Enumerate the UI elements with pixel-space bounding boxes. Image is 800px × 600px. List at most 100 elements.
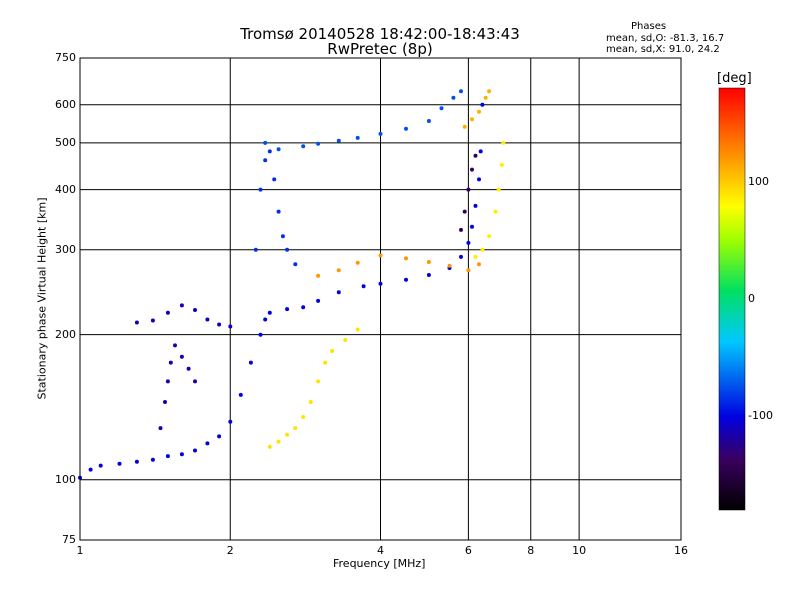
- colorbar: [718, 87, 746, 511]
- data-point: [88, 467, 93, 472]
- colorbar-tick-label: -100: [748, 409, 773, 423]
- data-point: [238, 392, 243, 397]
- data-point: [477, 177, 481, 182]
- data-point: [477, 109, 481, 114]
- data-point: [179, 452, 184, 457]
- chart-title: Tromsø 20140528 18:42:00-18:43:43: [240, 25, 520, 43]
- y-tick-label: 100: [55, 472, 76, 486]
- data-point: [343, 338, 348, 342]
- data-point: [355, 327, 360, 332]
- data-point: [487, 234, 492, 239]
- data-point: [272, 177, 277, 182]
- data-point: [459, 254, 463, 259]
- data-point: [228, 419, 233, 424]
- data-point: [378, 253, 383, 258]
- colorbar-tick-label: 100: [748, 174, 769, 188]
- data-point: [316, 273, 321, 278]
- data-point: [404, 277, 408, 282]
- y-tick-label: 400: [55, 182, 76, 196]
- y-tick-label: 500: [55, 135, 76, 149]
- data-point: [378, 281, 383, 286]
- data-point: [404, 126, 408, 131]
- data-point: [263, 317, 268, 322]
- data-point: [117, 461, 122, 466]
- data-point: [330, 349, 335, 353]
- x-tick-label: 8: [527, 544, 535, 557]
- data-point: [267, 444, 272, 449]
- data-point: [267, 310, 272, 315]
- data-point: [462, 209, 467, 214]
- data-point: [193, 308, 197, 312]
- data-point: [378, 131, 383, 136]
- data-point: [404, 256, 408, 261]
- data-point: [217, 322, 222, 327]
- data-point: [217, 434, 222, 439]
- data-point: [499, 162, 504, 167]
- data-point: [253, 247, 258, 252]
- data-point: [179, 354, 184, 359]
- data-point: [483, 95, 488, 100]
- data-point: [276, 209, 281, 214]
- data-point: [276, 439, 281, 444]
- data-point: [473, 203, 478, 208]
- data-point: [426, 119, 431, 123]
- x-tick-label: 16: [674, 544, 688, 557]
- data-point: [308, 400, 313, 404]
- data-point: [285, 247, 290, 252]
- data-point: [447, 263, 452, 268]
- data-point: [473, 254, 478, 259]
- data-point: [134, 320, 139, 325]
- data-point: [150, 457, 155, 462]
- data-point: [355, 135, 360, 140]
- data-point: [150, 318, 155, 323]
- data-point: [293, 262, 298, 267]
- data-point: [276, 147, 281, 152]
- data-point: [263, 158, 268, 163]
- data-point: [477, 262, 481, 267]
- data-point: [316, 379, 321, 384]
- data-point: [466, 240, 471, 245]
- data-point: [168, 360, 173, 365]
- data-point: [258, 332, 263, 337]
- data-point: [173, 343, 177, 348]
- data-point: [258, 187, 263, 192]
- x-tick-label: 2: [226, 544, 234, 557]
- data-point: [165, 379, 170, 384]
- stats-x: mean, sd,X: 91.0, 24.2: [606, 44, 720, 55]
- data-point: [205, 441, 210, 446]
- y-axis-label: Stationary phase Virtual Height [km]: [35, 197, 49, 400]
- data-point: [439, 106, 444, 111]
- data-point: [426, 273, 431, 277]
- data-point: [186, 366, 191, 371]
- x-tick-label: 1: [76, 544, 84, 557]
- stats-heading: Phases: [631, 21, 667, 32]
- data-point: [316, 298, 321, 303]
- x-tick-label: 10: [572, 544, 587, 557]
- data-point: [263, 140, 268, 145]
- data-point: [470, 167, 474, 172]
- data-point: [355, 260, 360, 265]
- data-point: [361, 284, 366, 289]
- chart-subtitle: RwPretec (8p): [327, 40, 433, 58]
- data-point: [473, 153, 478, 158]
- colorbar-label: [deg]: [717, 71, 752, 86]
- grid-lines: [80, 58, 681, 540]
- data-point: [163, 400, 167, 404]
- data-point: [480, 102, 485, 107]
- data-point: [165, 454, 170, 459]
- data-point: [466, 268, 471, 273]
- plot-frame: [79, 57, 682, 541]
- data-point: [480, 247, 485, 252]
- data-point: [496, 187, 501, 192]
- stats-o: mean, sd,O: -81.3, 16.7: [606, 33, 725, 44]
- colorbar-tick-label: 0: [748, 292, 755, 305]
- data-point: [280, 234, 285, 239]
- data-point: [501, 140, 506, 145]
- data-points: [78, 89, 506, 480]
- data-point: [323, 360, 328, 365]
- data-point: [248, 360, 253, 365]
- data-point: [293, 426, 298, 431]
- data-point: [228, 324, 233, 329]
- data-point: [301, 415, 306, 419]
- data-point: [193, 448, 197, 453]
